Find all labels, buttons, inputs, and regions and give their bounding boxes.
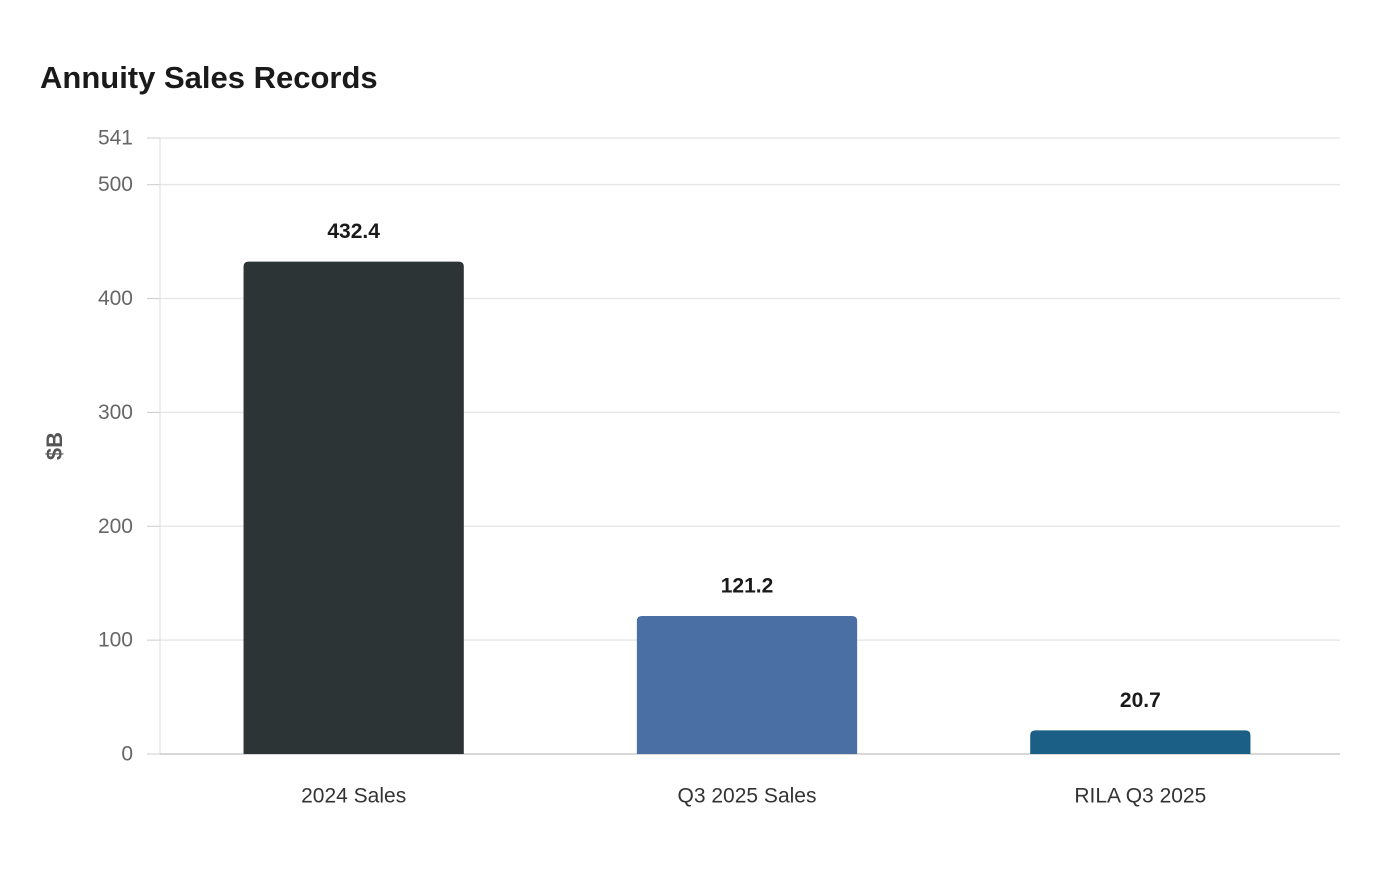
x-tick-label: Q3 2025 Sales [678, 785, 817, 808]
bars [243, 261, 1251, 754]
y-tick-label: 400 [98, 287, 133, 310]
y-tick-labels: 0 100 200 300 400 500 541 [98, 127, 133, 766]
bar [636, 615, 858, 754]
x-tick-labels: 2024 Sales Q3 2025 Sales RILA Q3 2025 [301, 785, 1206, 808]
chart-title: Annuity Sales Records [40, 60, 378, 95]
value-label: 20.7 [1120, 689, 1161, 712]
y-axis-title: $B [42, 432, 67, 460]
value-labels: 432.4 121.2 20.7 [327, 220, 1160, 712]
y-tick-label: 200 [98, 515, 133, 538]
bar [243, 261, 464, 754]
value-label: 432.4 [327, 220, 380, 243]
y-tick-label: 100 [98, 629, 133, 652]
y-tick-label: 0 [121, 743, 133, 766]
bar [1030, 730, 1251, 754]
y-tick-label: 300 [98, 401, 133, 424]
y-tick-label: 500 [98, 173, 133, 196]
value-label: 121.2 [721, 574, 774, 597]
x-tick-label: 2024 Sales [301, 785, 406, 808]
y-tick-label: 541 [98, 127, 133, 150]
x-tick-label: RILA Q3 2025 [1074, 785, 1206, 808]
